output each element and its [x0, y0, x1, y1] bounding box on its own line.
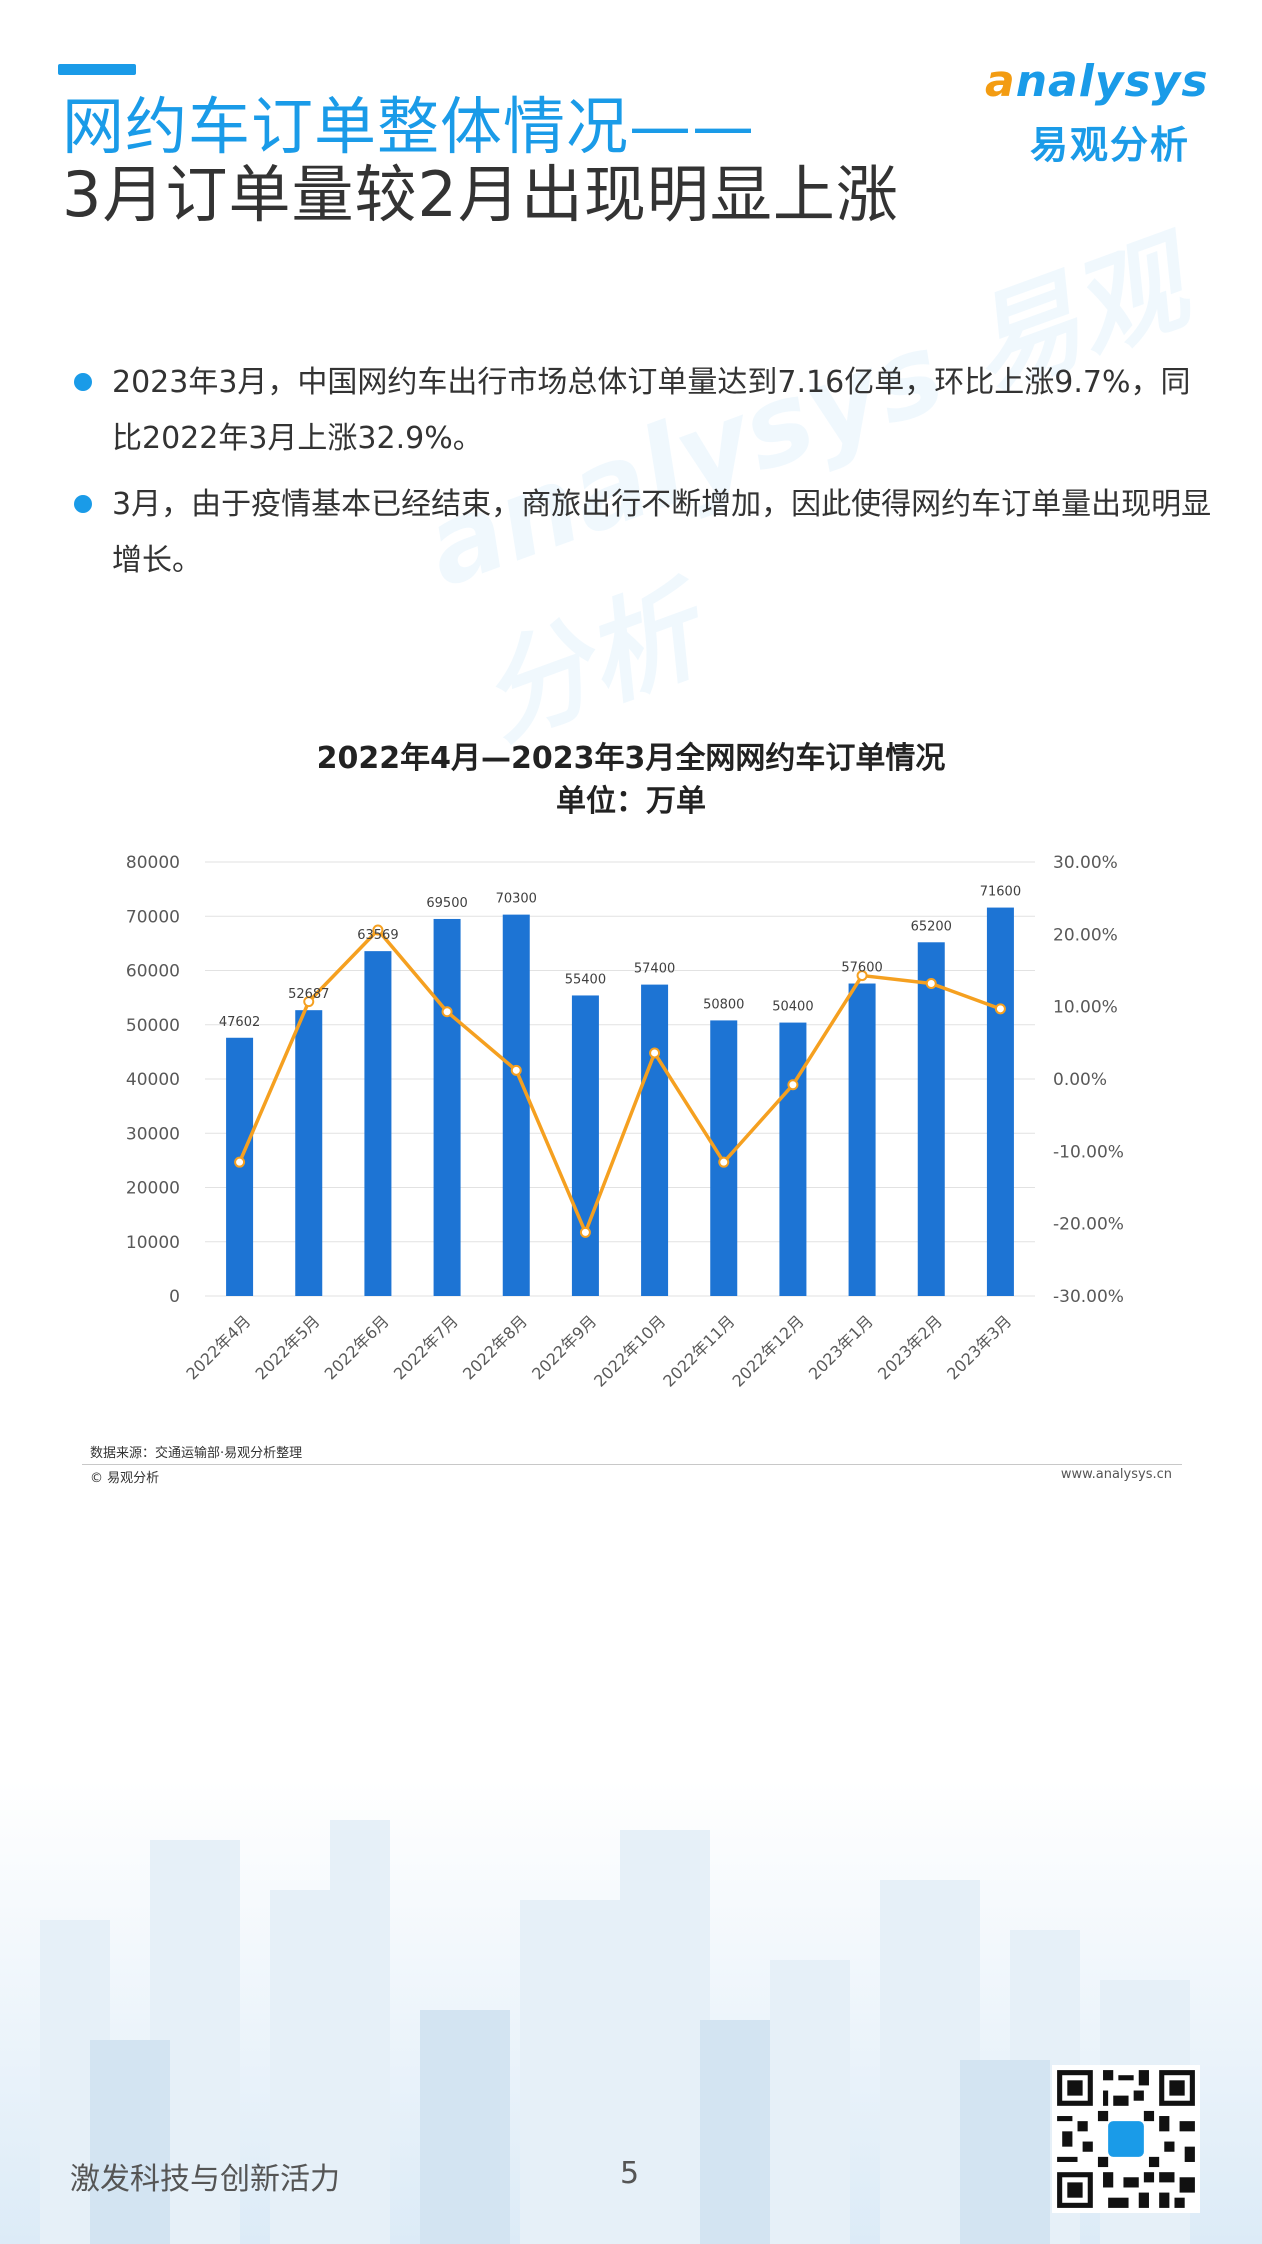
page-title-line1: 网约车订单整体情况—— — [62, 90, 756, 163]
order-chart: 0 10000 20000 30000 40000 50000 60000 70000 8000… — [126, 853, 1124, 1391]
bar — [848, 983, 876, 1296]
bar — [502, 914, 530, 1296]
line-point — [718, 1156, 730, 1168]
bar — [986, 907, 1014, 1296]
line-point — [510, 1064, 522, 1076]
bullet-text: 3月，由于疫情基本已经结束，商旅出行不断增加，因此使得网约车订单量出现明显增长。 — [112, 487, 1212, 578]
y-right-tick-label: 20.00% — [1053, 925, 1118, 945]
bar — [433, 918, 461, 1296]
bullet-item: 3月，由于疫情基本已经结束，商旅出行不断增加，因此使得网约车订单量出现明显增长。 — [68, 477, 1218, 589]
logo-cn: 易观分析 — [1030, 123, 1191, 167]
bullet-item: 2023年3月，中国网约车出行市场总体订单量达到7.16亿单，环比上涨9.7%，… — [68, 355, 1218, 467]
chart-subtitle: 单位：万单 — [556, 784, 706, 819]
bar-data-label: 55400 — [565, 972, 606, 987]
y-left-tick-label: 0 — [169, 1287, 180, 1307]
x-tick-label: 2022年6月 — [321, 1311, 393, 1383]
bullet-dot-icon — [74, 373, 92, 391]
chart-title: 2022年4月—2023年3月全网网约车订单情况 — [316, 741, 946, 776]
qr-code-icon — [1052, 2065, 1200, 2213]
y-left-tick-label: 60000 — [126, 962, 180, 982]
bar — [364, 951, 392, 1296]
bar — [917, 942, 945, 1296]
x-tick-label: 2022年4月 — [182, 1311, 254, 1383]
bar-data-label: 63569 — [357, 928, 398, 943]
bar-data-label: 50400 — [772, 1000, 813, 1015]
bar-data-label: 57400 — [634, 962, 675, 977]
bar-data-label: 71600 — [980, 885, 1021, 900]
title-accent-bar — [58, 64, 136, 75]
bar-data-label: 50800 — [703, 997, 744, 1012]
y-left-tick-label: 20000 — [126, 1179, 180, 1199]
bar-data-label: 70300 — [496, 892, 537, 907]
growth-line — [237, 928, 1002, 1235]
page-number: 5 — [620, 2156, 640, 2191]
logo-en-first: a — [985, 56, 1016, 107]
bullet-list: 2023年3月，中国网约车出行市场总体订单量达到7.16亿单，环比上涨9.7%，… — [68, 355, 1218, 599]
x-tick-label: 2022年12月 — [728, 1311, 807, 1390]
bar — [641, 984, 669, 1296]
y-right-tick-label: -30.00% — [1053, 1287, 1124, 1307]
y-right-tick-label: 30.00% — [1053, 853, 1118, 873]
bar-data-label: 57600 — [841, 961, 882, 976]
x-tick-label: 2022年11月 — [659, 1311, 738, 1390]
x-tick-label: 2022年9月 — [528, 1311, 600, 1383]
line-point — [787, 1079, 799, 1091]
logo-en-rest: nalysys — [1015, 56, 1209, 107]
y-right-tick-label: 10.00% — [1053, 998, 1118, 1018]
slogan: 激发科技与创新活力 — [70, 2162, 340, 2197]
x-tick-label: 2022年10月 — [590, 1311, 669, 1390]
y-left-tick-label: 50000 — [126, 1016, 180, 1036]
bar-data-label: 69500 — [426, 896, 467, 911]
bullet-text: 2023年3月，中国网约车出行市场总体订单量达到7.16亿单，环比上涨9.7%，… — [112, 365, 1191, 456]
line-point — [649, 1047, 661, 1059]
line-point — [856, 970, 868, 982]
bullet-dot-icon — [74, 495, 92, 513]
y-left-tick-label: 10000 — [126, 1233, 180, 1253]
bar — [779, 1022, 807, 1296]
x-tick-label: 2022年8月 — [459, 1311, 531, 1383]
x-tick-label: 2023年1月 — [805, 1311, 877, 1383]
line-point — [303, 996, 315, 1008]
x-tick-label: 2022年5月 — [252, 1311, 324, 1383]
divider — [82, 1464, 1182, 1465]
analysys-logo: analysys 易观分析 — [985, 56, 1208, 167]
x-tick-label: 2022年7月 — [390, 1311, 462, 1383]
y-left-tick-label: 40000 — [126, 1070, 180, 1090]
website-link[interactable]: www.analysys.cn — [1060, 1467, 1172, 1482]
page-title-line2: 3月订单量较2月出现明显上涨 — [62, 158, 899, 231]
bar-data-label: 65200 — [911, 919, 952, 934]
y-right-tick-label: 0.00% — [1053, 1070, 1107, 1090]
y-right-tick-label: -20.00% — [1053, 1215, 1124, 1235]
line-point — [234, 1156, 246, 1168]
x-tick-label: 2023年2月 — [874, 1311, 946, 1383]
line-point — [925, 978, 937, 990]
line-point — [441, 1006, 453, 1018]
copyright: © 易观分析 — [90, 1471, 160, 1486]
y-left-tick-label: 30000 — [126, 1124, 180, 1144]
line-point — [372, 924, 384, 936]
bar — [295, 1010, 323, 1296]
bar-data-label: 47602 — [219, 1015, 260, 1030]
data-source: 数据来源：交通运输部·易观分析整理 — [90, 1446, 303, 1461]
y-right-tick-label: -10.00% — [1053, 1142, 1124, 1162]
bar-data-label: 52687 — [288, 987, 329, 1002]
x-tick-label: 2023年3月 — [943, 1311, 1015, 1383]
bar — [571, 995, 599, 1296]
y-left-tick-label: 80000 — [126, 853, 180, 873]
line-point — [579, 1226, 591, 1238]
y-left-tick-label: 70000 — [126, 907, 180, 927]
city-skyline-background — [0, 1780, 1262, 2244]
line-point — [994, 1003, 1006, 1015]
